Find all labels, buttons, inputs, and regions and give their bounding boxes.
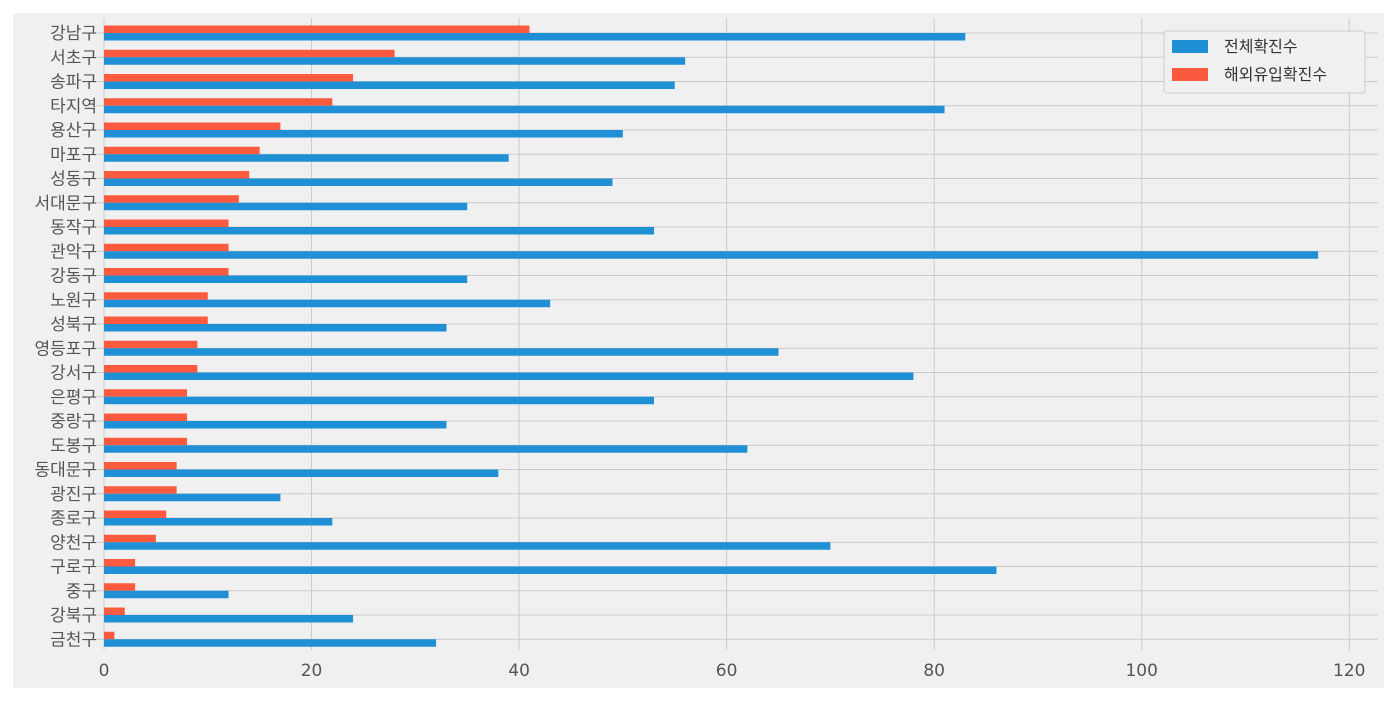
legend-swatch: [1172, 68, 1208, 81]
y-tick-label: 서대문구: [34, 194, 97, 214]
bar-해외유입확진수-강북구: [104, 607, 125, 615]
bar-해외유입확진수-성동구: [104, 171, 250, 179]
x-tick-label: 60: [716, 661, 738, 681]
y-tick-labels: 강남구서초구송파구타지역용산구마포구성동구서대문구동작구관악구강동구노원구성북구…: [34, 24, 97, 650]
legend-label: 전체확진수: [1224, 37, 1298, 56]
x-tick-label: 0: [99, 661, 110, 681]
bar-해외유입확진수-용산구: [104, 122, 281, 130]
bar-해외유입확진수-동대문구: [104, 462, 177, 470]
y-tick-label: 강남구: [50, 24, 97, 44]
bar-전체확진수-구로구: [104, 566, 997, 574]
y-tick-label: 성동구: [50, 170, 97, 190]
bar-해외유입확진수-구로구: [104, 559, 136, 567]
x-tick-label: 100: [1125, 661, 1157, 681]
bar-해외유입확진수-금천구: [104, 631, 115, 640]
bar-전체확진수-동대문구: [104, 469, 499, 477]
y-tick-label: 중랑구: [50, 412, 97, 432]
bar-전체확진수-동작구: [104, 227, 654, 235]
bar-해외유입확진수-중랑구: [104, 413, 188, 421]
bar-전체확진수-송파구: [104, 81, 675, 89]
bar-해외유입확진수-타지역: [104, 98, 333, 106]
y-tick-label: 송파구: [50, 73, 97, 93]
y-tick-label: 노원구: [50, 291, 97, 311]
bar-해외유입확진수-동작구: [104, 219, 229, 227]
y-tick-label: 용산구: [50, 121, 97, 141]
bar-해외유입확진수-영등포구: [104, 340, 198, 349]
bar-해외유입확진수-서초구: [104, 49, 395, 58]
legend-box: [1163, 30, 1366, 94]
bar-전체확진수-성북구: [104, 324, 447, 332]
x-tick-labels: 0 20 40 60 80 100 120: [99, 661, 1366, 681]
bar-전체확진수-서대문구: [104, 202, 468, 211]
bar-전체확진수-노원구: [104, 299, 551, 308]
bar-전체확진수-강동구: [104, 275, 468, 283]
y-tick-label: 강서구: [50, 364, 97, 384]
bar-해외유입확진수-송파구: [104, 74, 354, 82]
bars: [104, 25, 1319, 647]
y-tick-label: 도봉구: [50, 436, 97, 456]
y-tick-label: 양천구: [50, 533, 97, 553]
x-tick-label: 80: [923, 661, 945, 681]
legend-swatch: [1172, 40, 1208, 53]
bar-해외유입확진수-서대문구: [104, 195, 239, 203]
bar-전체확진수-양천구: [104, 542, 831, 550]
y-tick-label: 강북구: [50, 606, 97, 626]
bar-해외유입확진수-강동구: [104, 268, 229, 276]
bar-해외유입확진수-종로구: [104, 510, 167, 518]
bar-해외유입확진수-양천구: [104, 534, 156, 543]
y-tick-label: 은평구: [50, 388, 97, 408]
bar-해외유입확진수-강남구: [104, 25, 530, 33]
bar-해외유입확진수-노원구: [104, 292, 208, 300]
y-tick-label: 구로구: [50, 558, 97, 578]
bar-전체확진수-용산구: [104, 130, 623, 138]
y-tick-label: 금천구: [50, 630, 97, 650]
bar-전체확진수-광진구: [104, 493, 281, 502]
bar-전체확진수-타지역: [104, 105, 945, 114]
bar-해외유입확진수-도봉구: [104, 437, 188, 446]
bar-전체확진수-종로구: [104, 518, 333, 526]
bar-전체확진수-성동구: [104, 178, 613, 186]
bar-전체확진수-강북구: [104, 615, 354, 623]
y-tick-label: 관악구: [50, 242, 97, 262]
y-tick-label: 강동구: [50, 267, 97, 287]
bar-전체확진수-중구: [104, 590, 229, 599]
bar-해외유입확진수-강서구: [104, 365, 198, 373]
bar-전체확진수-금천구: [104, 639, 437, 647]
bar-해외유입확진수-중구: [104, 583, 136, 591]
y-tick-label: 마포구: [50, 145, 97, 165]
x-tick-label: 40: [508, 661, 530, 681]
y-tick-label: 종로구: [50, 509, 97, 529]
bar-전체확진수-은평구: [104, 396, 654, 405]
y-tick-label: 동대문구: [34, 461, 97, 481]
bar-전체확진수-관악구: [104, 251, 1319, 259]
y-tick-label: 광진구: [50, 485, 97, 505]
bar-전체확진수-서초구: [104, 57, 686, 65]
y-tick-label: 타지역: [50, 97, 97, 117]
bar-전체확진수-중랑구: [104, 421, 447, 429]
bar-전체확진수-도봉구: [104, 445, 748, 453]
x-tick-label: 120: [1333, 661, 1365, 681]
bar-해외유입확진수-마포구: [104, 146, 260, 155]
legend-label: 해외유입확진수: [1224, 65, 1327, 84]
bar-전체확진수-마포구: [104, 154, 509, 162]
bar-전체확진수-강남구: [104, 33, 966, 41]
y-tick-label: 중구: [66, 582, 97, 602]
bar-전체확진수-영등포구: [104, 348, 779, 356]
bar-해외유입확진수-광진구: [104, 486, 177, 494]
bar-해외유입확진수-관악구: [104, 243, 229, 252]
y-tick-label: 성북구: [50, 315, 97, 335]
bar-해외유입확진수-은평구: [104, 389, 188, 397]
y-tick-label: 영등포구: [34, 339, 97, 359]
y-tick-label: 서초구: [50, 48, 97, 68]
x-tick-label: 20: [301, 661, 323, 681]
bar-전체확진수-강서구: [104, 372, 914, 380]
y-tick-label: 동작구: [50, 218, 97, 238]
bar-해외유입확진수-성북구: [104, 316, 208, 324]
